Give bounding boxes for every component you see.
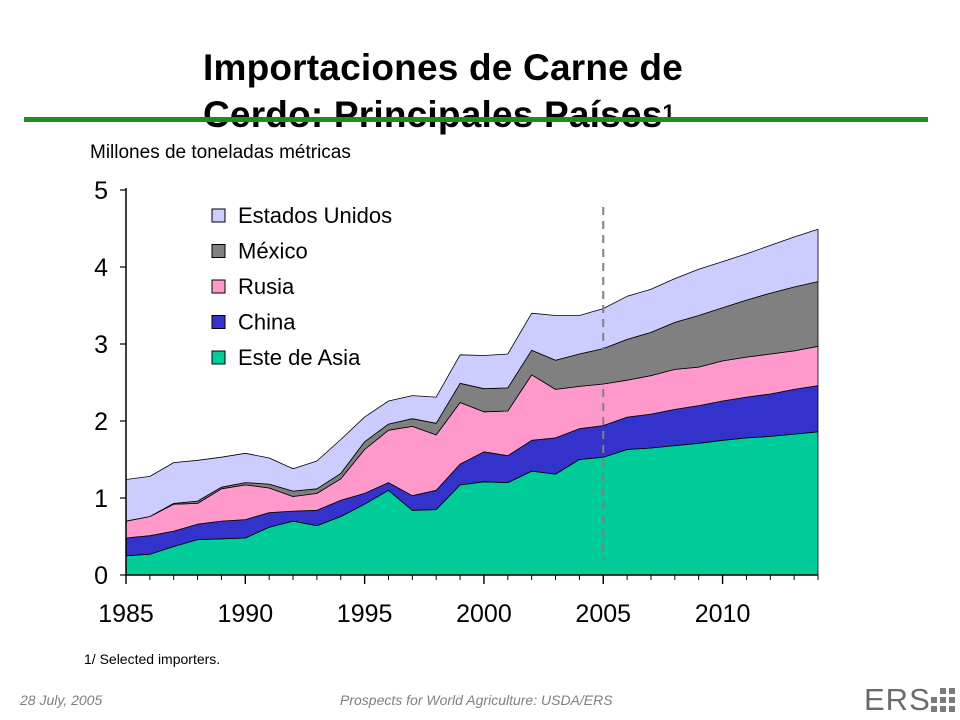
x-tick-label: 2000 — [456, 600, 512, 628]
y-tick-label: 2 — [94, 408, 108, 436]
y-tick-label: 3 — [94, 331, 108, 359]
ers-logo-dots-icon — [930, 688, 956, 714]
x-tick-label: 1990 — [217, 600, 273, 628]
x-tick-label: 2010 — [695, 600, 751, 628]
footer-date: 28 July, 2005 — [20, 692, 103, 708]
legend-label: China — [238, 310, 296, 335]
green-divider-rule — [24, 117, 928, 122]
legend-label: Rusia — [238, 274, 295, 299]
title-line-2: Cerdo: Principales Países — [203, 94, 663, 135]
title-line-1: Importaciones de Carne de — [203, 47, 683, 88]
legend-swatch — [211, 315, 226, 329]
footnote: 1/ Selected importers. — [84, 651, 221, 667]
legend-swatch — [211, 279, 226, 294]
ers-logo-text: ERS — [864, 682, 931, 717]
x-tick-label: 2005 — [575, 600, 631, 628]
y-axis-unit-label: Millones de toneladas métricas — [90, 142, 351, 163]
ers-logo: ERS — [864, 683, 956, 717]
legend-swatch — [211, 208, 226, 223]
x-tick-label: 1985 — [98, 600, 154, 628]
area-series-estados-unidos — [125, 228, 819, 522]
legend-label: Este de Asia — [238, 345, 361, 370]
y-tick-label: 1 — [94, 485, 108, 513]
legend-swatch — [211, 350, 226, 365]
legend-label: Estados Unidos — [238, 203, 392, 228]
footer-source: Prospects for World Agriculture: USDA/ER… — [340, 692, 613, 708]
y-tick-label: 4 — [94, 254, 108, 282]
chart-title: Importaciones de Carne de Cerdo: Princip… — [203, 44, 803, 138]
x-tick-label: 1995 — [337, 600, 393, 628]
y-tick-label: 0 — [94, 562, 108, 590]
legend-swatch — [211, 244, 226, 258]
y-tick-label: 5 — [94, 177, 108, 205]
legend-label: México — [238, 239, 308, 264]
